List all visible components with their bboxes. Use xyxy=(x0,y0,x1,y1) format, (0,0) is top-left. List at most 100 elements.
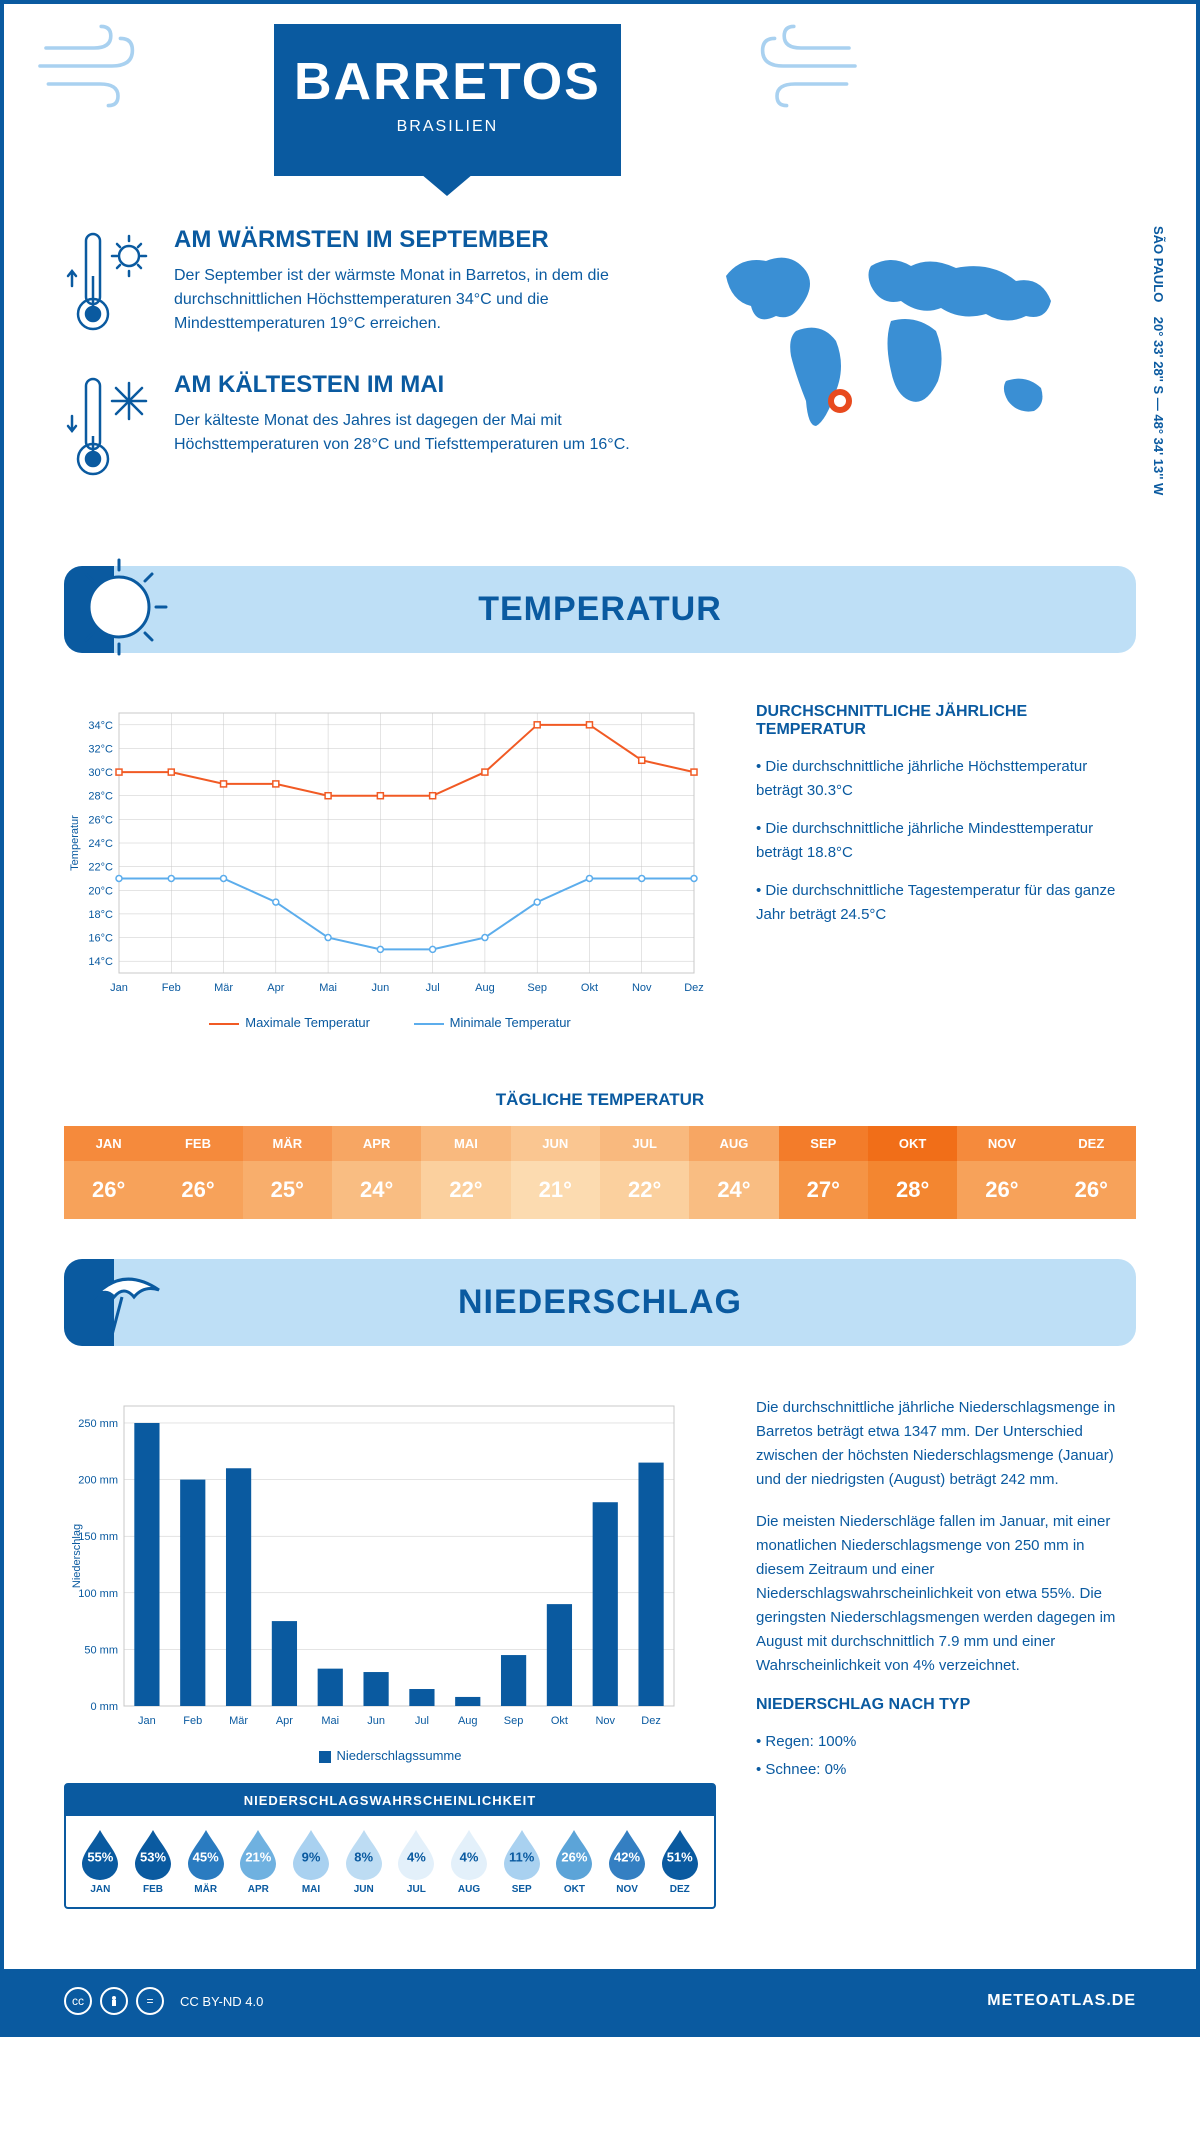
temp-cell: SEP27° xyxy=(779,1126,868,1219)
svg-text:Mai: Mai xyxy=(321,1715,339,1727)
svg-text:200 mm: 200 mm xyxy=(78,1475,118,1487)
probability-drop: 9%MAI xyxy=(285,1828,338,1895)
svg-text:Jul: Jul xyxy=(415,1715,429,1727)
fact-warmest: AM WÄRMSTEN IM SEPTEMBER Der September i… xyxy=(64,226,656,341)
probability-drop: 26%OKT xyxy=(548,1828,601,1895)
probability-drop: 4%AUG xyxy=(443,1828,496,1895)
probability-drop: 42%NOV xyxy=(601,1828,654,1895)
svg-text:Jan: Jan xyxy=(138,1715,156,1727)
temp-cell: APR24° xyxy=(332,1126,421,1219)
svg-text:Apr: Apr xyxy=(267,982,284,994)
temp-cell: MÄR25° xyxy=(243,1126,332,1219)
svg-text:Feb: Feb xyxy=(183,1715,202,1727)
fact-title: AM WÄRMSTEN IM SEPTEMBER xyxy=(174,226,656,254)
temperature-info: DURCHSCHNITTLICHE JÄHRLICHE TEMPERATUR •… xyxy=(756,703,1136,1030)
temp-cell: OKT28° xyxy=(868,1126,957,1219)
svg-text:22°C: 22°C xyxy=(88,862,113,874)
svg-text:Okt: Okt xyxy=(581,982,598,994)
info-title: DURCHSCHNITTLICHE JÄHRLICHE TEMPERATUR xyxy=(756,703,1136,739)
chart-legend: Niederschlagssumme xyxy=(64,1748,716,1763)
precip-snow: • Schnee: 0% xyxy=(756,1758,1136,1782)
svg-text:Apr: Apr xyxy=(276,1715,293,1727)
license-badges: cc = CC BY-ND 4.0 xyxy=(64,1987,263,2015)
daily-temp-title: TÄGLICHE TEMPERATUR xyxy=(4,1090,1196,1110)
svg-text:32°C: 32°C xyxy=(88,743,113,755)
svg-text:24°C: 24°C xyxy=(88,838,113,850)
svg-text:Temperatur: Temperatur xyxy=(69,815,81,871)
wind-icon xyxy=(741,24,861,113)
svg-text:Mai: Mai xyxy=(319,982,337,994)
svg-text:Sep: Sep xyxy=(527,982,547,994)
temperature-content: 14°C16°C18°C20°C22°C24°C26°C28°C30°C32°C… xyxy=(4,673,1196,1060)
svg-text:50 mm: 50 mm xyxy=(84,1644,118,1656)
svg-text:Sep: Sep xyxy=(504,1715,524,1727)
section-title: NIEDERSCHLAG xyxy=(88,1283,1112,1322)
svg-text:Jan: Jan xyxy=(110,982,128,994)
svg-text:Dez: Dez xyxy=(684,982,704,994)
fact-text: Der September ist der wärmste Monat in B… xyxy=(174,264,656,336)
temp-cell: NOV26° xyxy=(957,1126,1046,1219)
svg-text:34°C: 34°C xyxy=(88,720,113,732)
precipitation-content: 0 mm50 mm100 mm150 mm200 mm250 mmJanFebM… xyxy=(4,1366,1196,1939)
svg-text:Mär: Mär xyxy=(229,1715,248,1727)
svg-text:Okt: Okt xyxy=(551,1715,568,1727)
svg-text:20°C: 20°C xyxy=(88,885,113,897)
svg-text:26°C: 26°C xyxy=(88,814,113,826)
precip-paragraph: Die durchschnittliche jährliche Niedersc… xyxy=(756,1396,1136,1492)
temp-cell: FEB26° xyxy=(153,1126,242,1219)
city-title: BARRETOS xyxy=(294,52,601,112)
svg-text:Jul: Jul xyxy=(426,982,440,994)
probability-drop: 55%JAN xyxy=(74,1828,127,1895)
country-subtitle: BRASILIEN xyxy=(294,118,601,136)
svg-text:Aug: Aug xyxy=(458,1715,478,1727)
umbrella-icon xyxy=(64,1245,174,1355)
probability-drop: 11%SEP xyxy=(495,1828,548,1895)
license-text: CC BY-ND 4.0 xyxy=(180,1994,263,2009)
coordinates-label: SÃO PAULO 20° 33' 28'' S — 48° 34' 13'' … xyxy=(1151,226,1166,495)
precipitation-chart: 0 mm50 mm100 mm150 mm200 mm250 mmJanFebM… xyxy=(64,1396,716,1763)
svg-text:14°C: 14°C xyxy=(88,956,113,968)
probability-box: NIEDERSCHLAGSWAHRSCHEINLICHKEIT 55%JAN53… xyxy=(64,1783,716,1909)
intro-section: AM WÄRMSTEN IM SEPTEMBER Der September i… xyxy=(4,176,1196,546)
sun-icon xyxy=(64,552,174,662)
thermometer-snow-icon xyxy=(64,371,154,486)
fact-title: AM KÄLTESTEN IM MAI xyxy=(174,371,656,399)
thermometer-sun-icon xyxy=(64,226,154,341)
svg-text:Niederschlag: Niederschlag xyxy=(71,1524,83,1588)
info-bullet: • Die durchschnittliche jährliche Mindes… xyxy=(756,817,1136,865)
intro-facts: AM WÄRMSTEN IM SEPTEMBER Der September i… xyxy=(64,226,656,516)
svg-text:150 mm: 150 mm xyxy=(78,1531,118,1543)
svg-text:0 mm: 0 mm xyxy=(91,1701,119,1713)
probability-drop: 8%JUN xyxy=(337,1828,390,1895)
temp-cell: JUL22° xyxy=(600,1126,689,1219)
probability-drop: 21%APR xyxy=(232,1828,285,1895)
svg-text:100 mm: 100 mm xyxy=(78,1588,118,1600)
section-temperature: TEMPERATUR xyxy=(64,566,1136,653)
nd-icon: = xyxy=(136,1987,164,2015)
svg-text:Aug: Aug xyxy=(475,982,495,994)
probability-drop: 4%JUL xyxy=(390,1828,443,1895)
header: BARRETOS BRASILIEN xyxy=(274,24,621,176)
section-precipitation: NIEDERSCHLAG xyxy=(64,1259,1136,1346)
chart-legend: Maximale Temperatur Minimale Temperatur xyxy=(64,1015,716,1030)
footer: cc = CC BY-ND 4.0 METEOATLAS.DE xyxy=(4,1969,1196,2033)
precip-type-title: NIEDERSCHLAG NACH TYP xyxy=(756,1696,1136,1714)
probability-drop: 53%FEB xyxy=(127,1828,180,1895)
temp-cell: AUG24° xyxy=(689,1126,778,1219)
by-icon xyxy=(100,1987,128,2015)
svg-text:Jun: Jun xyxy=(371,982,389,994)
cc-icon: cc xyxy=(64,1987,92,2015)
fact-text: Der kälteste Monat des Jahres ist dagege… xyxy=(174,409,656,457)
page: BARRETOS BRASILIEN AM WÄRMSTEN IM SEPTEM… xyxy=(0,0,1200,2037)
svg-text:16°C: 16°C xyxy=(88,933,113,945)
temp-cell: DEZ26° xyxy=(1047,1126,1136,1219)
svg-text:30°C: 30°C xyxy=(88,767,113,779)
fact-coldest: AM KÄLTESTEN IM MAI Der kälteste Monat d… xyxy=(64,371,656,486)
temp-cell: MAI22° xyxy=(421,1126,510,1219)
svg-text:Nov: Nov xyxy=(632,982,652,994)
svg-text:Mär: Mär xyxy=(214,982,233,994)
daily-temp-table: JAN26°FEB26°MÄR25°APR24°MAI22°JUN21°JUL2… xyxy=(64,1126,1136,1219)
world-map xyxy=(696,226,1096,456)
info-bullet: • Die durchschnittliche jährliche Höchst… xyxy=(756,755,1136,803)
precip-paragraph: Die meisten Niederschläge fallen im Janu… xyxy=(756,1510,1136,1678)
